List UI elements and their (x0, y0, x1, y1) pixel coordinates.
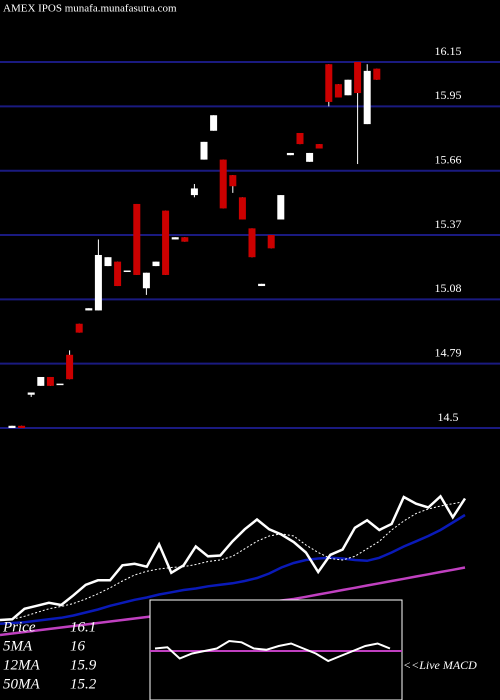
candle-body (85, 308, 93, 311)
candle-body (267, 235, 275, 249)
y-tick-label: 15.66 (435, 152, 462, 166)
candle-body (277, 195, 285, 220)
candle-body (8, 425, 16, 428)
y-tick-label: 15.08 (435, 281, 462, 295)
candle-body (334, 84, 342, 98)
price-line (0, 494, 467, 622)
candle-body (162, 210, 170, 275)
candle-body (219, 159, 227, 209)
candle-body (229, 175, 237, 187)
y-tick-label: 15.37 (435, 217, 462, 231)
legend-label: 12MA (3, 657, 40, 673)
ma-line (0, 513, 466, 626)
candle-body (75, 323, 83, 333)
candle-body (373, 68, 381, 80)
macd-label: <<Live MACD (403, 658, 477, 672)
legend-label: Price (2, 619, 36, 635)
candle-body (123, 270, 131, 273)
candle-body (142, 272, 150, 289)
candle-body (133, 203, 141, 275)
candle-body (171, 237, 179, 240)
candle-body (66, 354, 74, 380)
candle-body (315, 144, 323, 149)
candle-body (46, 376, 54, 386)
legend-value: 16 (70, 638, 86, 654)
legend-label: 50MA (3, 676, 40, 692)
candle-body (248, 228, 256, 258)
candle-body (325, 64, 333, 102)
candle-body (181, 237, 189, 242)
candle-body (296, 132, 304, 145)
y-tick-label: 14.79 (435, 345, 462, 359)
candle-body (56, 383, 64, 386)
legend-value: 15.9 (70, 657, 97, 673)
macd-line (154, 639, 391, 663)
candle-body (354, 62, 362, 94)
candle-body (114, 261, 122, 287)
candle-body (344, 79, 352, 96)
candle-body (104, 257, 112, 267)
y-tick-label: 15.95 (435, 88, 462, 102)
candle-body (152, 261, 160, 267)
y-tick-label: 16.15 (435, 44, 462, 58)
candle-body (94, 254, 102, 311)
candle-body (363, 70, 371, 125)
y-tick-label: 14.5 (438, 410, 459, 424)
candle-body (37, 376, 45, 386)
candle-body (306, 152, 314, 162)
candle-body (27, 392, 35, 395)
candle-body (18, 425, 26, 428)
legend-value: 16.1 (70, 619, 96, 635)
candle-body (286, 152, 294, 156)
legend-label: 5MA (3, 638, 33, 654)
chart-title: AMEX IPOS munafa.munafasutra.com (3, 3, 177, 15)
candle-body (200, 141, 208, 160)
candle-body (210, 115, 218, 131)
candle-body (190, 188, 198, 196)
legend-value: 15.2 (70, 676, 97, 692)
candle-body (238, 197, 246, 220)
candle-body (258, 283, 266, 287)
